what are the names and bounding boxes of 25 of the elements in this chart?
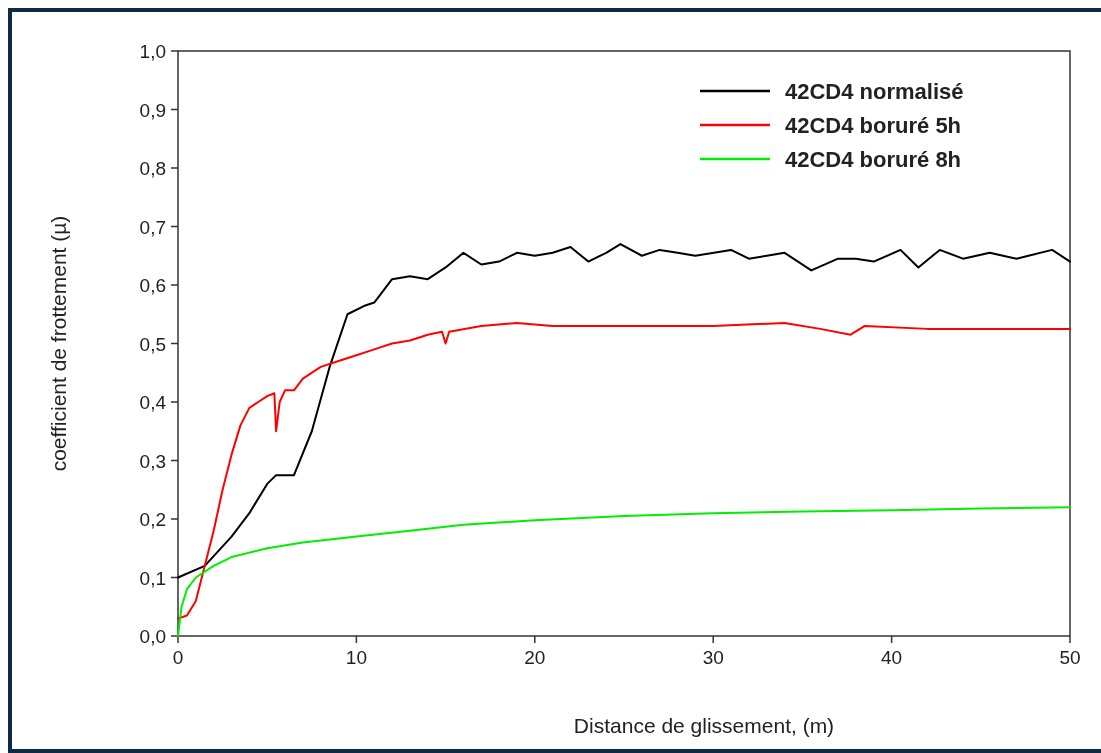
line-series xyxy=(177,506,1071,637)
x-tick-label: 40 xyxy=(881,647,903,668)
y-tick-label: 0,5 xyxy=(139,333,166,355)
legend-label: 42CD4 boruré 8h xyxy=(785,147,962,172)
x-axis-title: Distance de glissement, (m) xyxy=(573,714,835,737)
y-tick-label: 0,2 xyxy=(139,509,166,530)
y-tick-label: 0,4 xyxy=(139,392,167,413)
x-tick-label: 0 xyxy=(172,647,184,668)
y-tick-label: 0,7 xyxy=(139,216,166,238)
y-axis-title: coefficient de frottement (µ) xyxy=(47,215,70,472)
y-tick-label: 0,9 xyxy=(139,99,166,121)
y-tick-label: 0,1 xyxy=(139,567,166,589)
x-tick-label: 50 xyxy=(1059,647,1081,668)
y-tick-label: 0,6 xyxy=(139,275,166,296)
y-tick-label: 1,0 xyxy=(139,41,166,62)
line-series xyxy=(177,243,1071,579)
y-tick-label: 0,8 xyxy=(139,158,166,179)
line-series xyxy=(177,322,1071,620)
x-tick-label: 10 xyxy=(345,647,367,668)
x-tick-label: 30 xyxy=(702,647,724,668)
y-tick-label: 0,3 xyxy=(139,450,166,472)
legend-label: 42CD4 normalisé xyxy=(785,79,964,104)
legend-label: 42CD4 boruré 5h xyxy=(785,113,962,138)
y-tick-label: 0,0 xyxy=(139,626,166,647)
x-tick-label: 20 xyxy=(524,647,546,668)
